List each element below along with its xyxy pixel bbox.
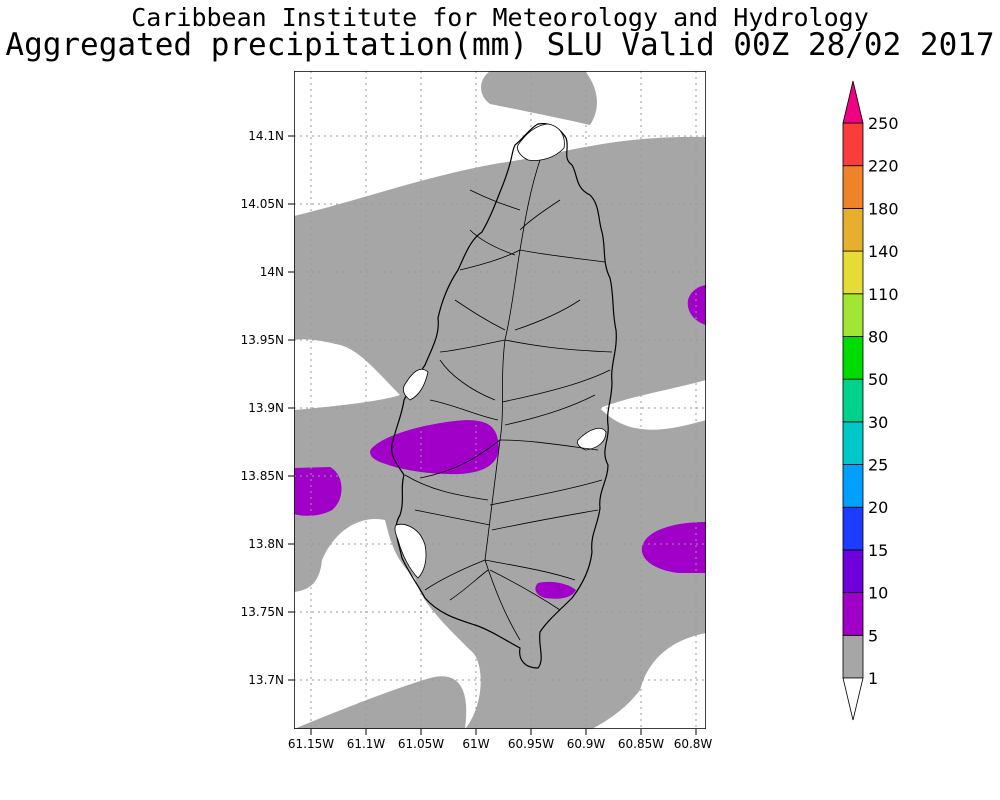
y-tick-label: 14.1N (248, 129, 284, 143)
colorbar-label: 80 (868, 327, 888, 346)
colorbar-label: 140 (868, 242, 899, 261)
precip-band-5-10-west (294, 467, 342, 516)
y-tick-label: 13.75N (241, 605, 284, 619)
colorbar-box (842, 592, 864, 636)
x-axis: 61.15W 61.1W 61.05W 61W 60.95W 60.9W 60.… (288, 729, 713, 751)
colorbar-box (842, 250, 864, 295)
coast-gap-west (402, 368, 429, 401)
colorbar-low-arrow (842, 677, 864, 721)
colorbar-box (842, 421, 864, 465)
precip-band-1-5-southwest (294, 676, 467, 729)
colorbar-box (842, 506, 864, 551)
colorbar-box (842, 464, 864, 508)
colorbar-label: 110 (868, 285, 899, 304)
colorbar-box (842, 165, 864, 209)
colorbar-box (842, 549, 864, 594)
colorbar-label: 250 (868, 114, 899, 133)
colorbar-label: 10 (868, 584, 888, 603)
colorbar-label: 180 (868, 199, 899, 218)
org-title: Caribbean Institute for Meteorology and … (131, 3, 869, 32)
y-tick-label: 13.85N (241, 469, 284, 483)
colorbar-high-arrow (842, 80, 864, 124)
precip-band-1-5 (294, 136, 706, 729)
x-tick-label: 60.95W (508, 737, 554, 751)
colorbar-label: 220 (868, 157, 899, 176)
x-tick-label: 61.1W (347, 737, 386, 751)
precip-band-5-10-central (370, 420, 499, 475)
colorbar-label: 20 (868, 498, 888, 517)
colorbar-box (842, 336, 864, 380)
colorbar-label: 5 (868, 626, 878, 645)
colorbar-box (842, 634, 864, 679)
precip-band-5-10-east (641, 522, 706, 573)
y-tick-label: 13.8N (248, 537, 284, 551)
y-tick-label: 14N (260, 265, 284, 279)
map-panel (294, 71, 706, 729)
colorbar-label: 15 (868, 541, 888, 560)
map-title: Aggregated precipitation(mm) SLU Valid 0… (5, 27, 995, 63)
precip-band-5-10-south (535, 581, 576, 599)
catchment-lines (404, 159, 613, 641)
colorbar-label: 50 (868, 370, 888, 389)
colorbar-label: 1 (868, 669, 878, 688)
x-tick-label: 60.8W (674, 737, 713, 751)
graticule (294, 71, 706, 729)
x-tick-label: 61.15W (288, 737, 334, 751)
y-tick-label: 13.7N (248, 673, 284, 687)
y-axis: 14.1N 14.05N 14N 13.95N 13.9N 13.85N 13.… (241, 129, 294, 687)
y-tick-label: 13.95N (241, 333, 284, 347)
colorbar-box (842, 378, 864, 423)
coast-gap-east (577, 427, 607, 451)
colorbar-label: 30 (868, 413, 888, 432)
colorbar-box (842, 122, 864, 167)
x-tick-label: 60.9W (567, 737, 606, 751)
x-tick-label: 61W (462, 737, 489, 751)
coast-gap-southwest (394, 523, 427, 579)
x-tick-label: 61.05W (398, 737, 444, 751)
coast-gap-north (517, 123, 565, 161)
colorbar-label: 25 (868, 456, 888, 475)
precip-band-5-10-northeast (687, 285, 706, 325)
island-outline (391, 123, 617, 669)
y-tick-label: 14.05N (241, 197, 284, 211)
colorbar-box (842, 207, 864, 252)
colorbar-box (842, 293, 864, 337)
y-tick-label: 13.9N (248, 401, 284, 415)
precip-band-1-5-north (481, 71, 597, 125)
x-tick-label: 60.85W (618, 737, 664, 751)
